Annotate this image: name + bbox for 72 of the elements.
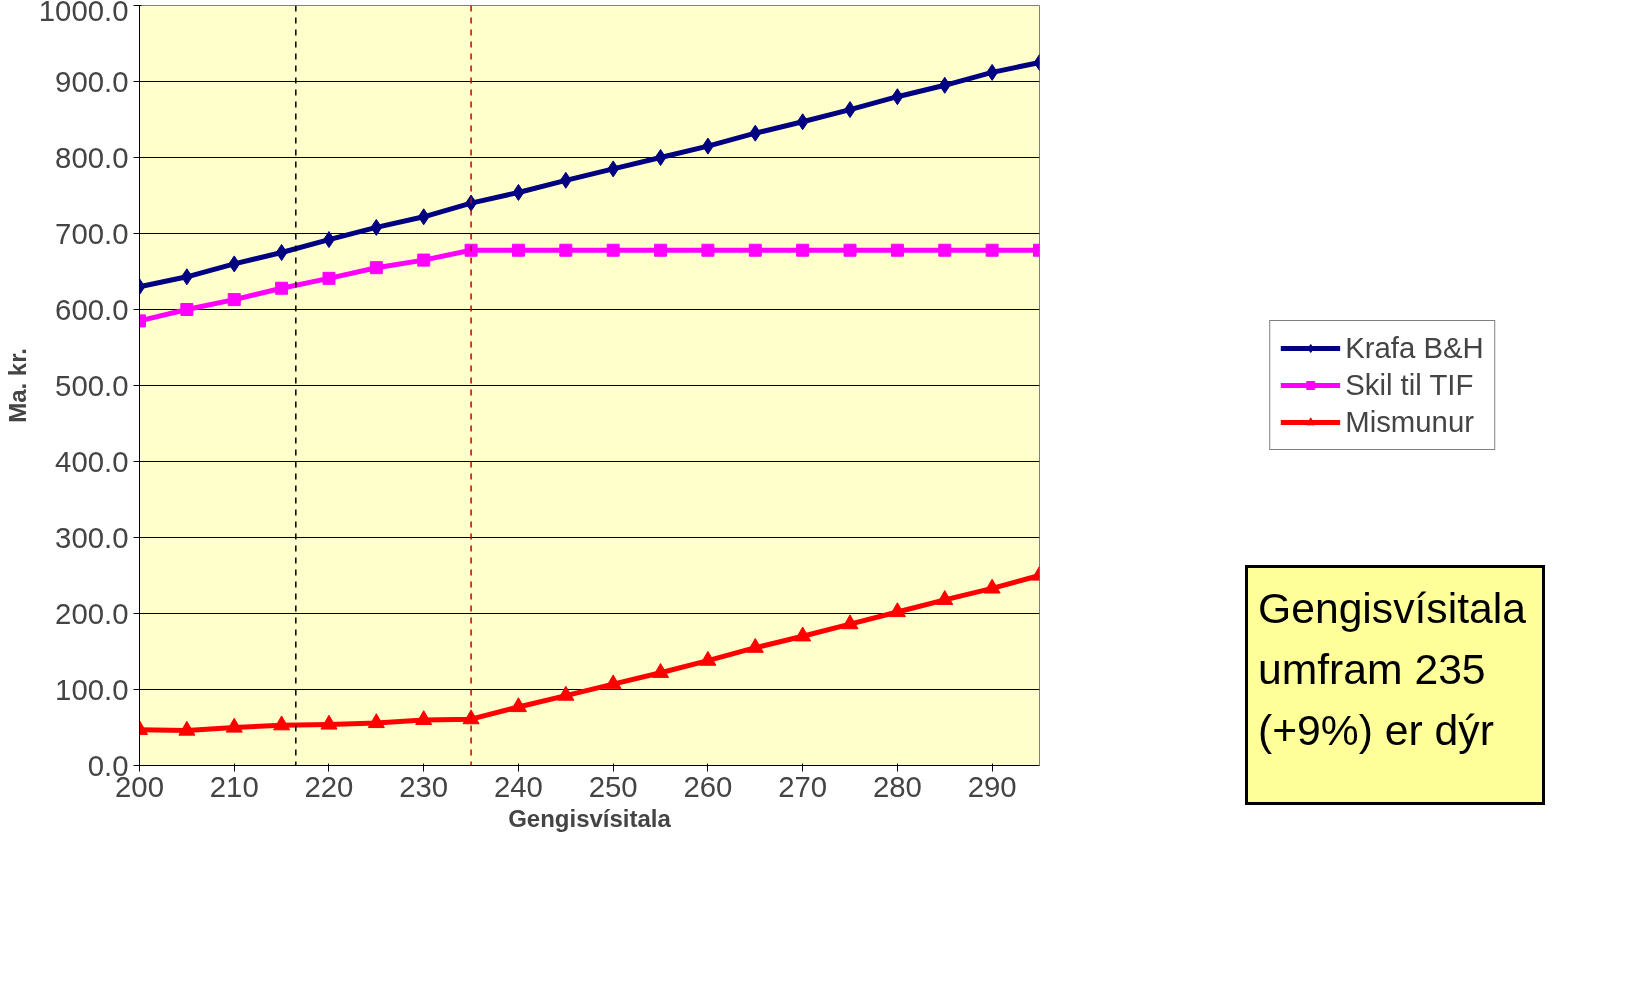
y-tick-label: 900.0 [55, 64, 129, 98]
point [511, 243, 525, 257]
point [417, 208, 430, 226]
x-axis-title: Gengisvísitala [508, 804, 672, 832]
point [275, 244, 288, 261]
x-tick-label: 210 [209, 769, 259, 803]
point [701, 243, 715, 257]
point [275, 281, 289, 295]
point [891, 88, 904, 106]
point [654, 243, 668, 257]
point [559, 171, 572, 189]
y-tick-label: 300.0 [55, 520, 129, 554]
point [509, 697, 527, 713]
y-tick-label: 600.0 [55, 292, 129, 326]
point [654, 149, 667, 166]
legend-label: Mismunur [1345, 405, 1474, 439]
point [699, 650, 717, 666]
point [652, 663, 670, 678]
point [369, 261, 383, 275]
point [983, 578, 1001, 594]
point [367, 713, 385, 729]
x-tick-label: 270 [778, 769, 828, 803]
point [748, 243, 762, 257]
x-tick-label: 220 [304, 769, 354, 803]
y-tick-label: 400.0 [55, 444, 129, 478]
legend-label: Krafa B&H [1345, 331, 1484, 365]
point [938, 76, 951, 94]
point [322, 271, 336, 285]
point [796, 243, 810, 257]
point [843, 243, 857, 257]
y-tick-label: 500.0 [55, 368, 129, 402]
legend-label: Skil til TIF [1345, 368, 1474, 402]
point [749, 124, 762, 142]
point [227, 293, 241, 307]
y-tick-label: 100.0 [55, 672, 129, 706]
x-tick-label: 230 [399, 769, 449, 803]
x-tick-label: 290 [967, 769, 1017, 803]
x-tick-label: 250 [588, 769, 638, 803]
point [415, 710, 433, 726]
point [320, 714, 338, 730]
point [888, 602, 906, 618]
point [225, 717, 243, 733]
y-tick-label: 200.0 [55, 596, 129, 630]
x-tick-label: 280 [872, 769, 922, 803]
point [938, 243, 952, 257]
point [417, 253, 431, 267]
point [370, 218, 383, 236]
point [794, 626, 812, 642]
point [604, 674, 622, 690]
y-axis-title: Ma. kr. [3, 348, 31, 423]
point [841, 614, 859, 630]
point [228, 255, 241, 273]
y-tick-label: 800.0 [55, 140, 129, 174]
point [607, 160, 620, 178]
point [512, 183, 525, 201]
y-tick-label: 1000.0 [38, 0, 129, 27]
point [606, 243, 620, 257]
point [557, 685, 575, 701]
point [559, 243, 573, 257]
point [178, 720, 196, 736]
x-tick-label: 260 [683, 769, 733, 803]
point [936, 590, 954, 605]
point [985, 243, 999, 257]
x-tick-label: 240 [493, 769, 543, 803]
y-tick-label: 700.0 [55, 216, 129, 250]
point [796, 113, 809, 131]
text: Gengisvísitala umfram 235 (+9%) er dýr [1258, 583, 1527, 756]
point [180, 303, 194, 316]
point [746, 637, 764, 653]
point [464, 243, 478, 257]
point [273, 715, 291, 731]
point [890, 243, 904, 257]
